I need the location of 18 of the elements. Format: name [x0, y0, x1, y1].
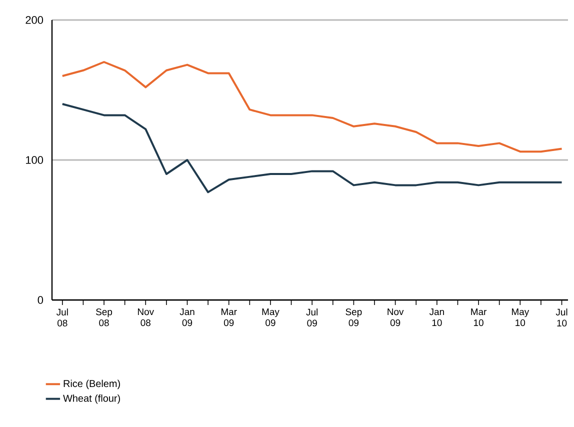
legend-label: Rice (Belem): [64, 380, 120, 390]
y-tick-label: 0: [38, 296, 44, 304]
x-tick-label: May 10: [512, 308, 530, 326]
x-tick-label: Nov 08: [138, 308, 154, 326]
x-tick-label: Jan 10: [429, 308, 444, 326]
x-tick-label: Jul 09: [306, 308, 318, 326]
x-tick-label: Jul 08: [56, 308, 68, 326]
x-tick-label: Jan 09: [180, 308, 194, 326]
x-tick-label: May 09: [262, 308, 280, 326]
x-tick-label: Nov 09: [388, 308, 404, 326]
y-tick-label: 200: [26, 16, 44, 24]
x-tick-label: Jul 10: [556, 308, 568, 326]
x-tick-label: Mar 10: [471, 308, 487, 326]
x-tick-label: Sep 08: [96, 308, 112, 326]
legend-label: Wheat (flour): [63, 394, 120, 404]
x-tick-label: Sep 09: [346, 308, 362, 326]
y-tick-label: 100: [26, 156, 44, 164]
x-tick-label: Mar 09: [221, 308, 237, 326]
